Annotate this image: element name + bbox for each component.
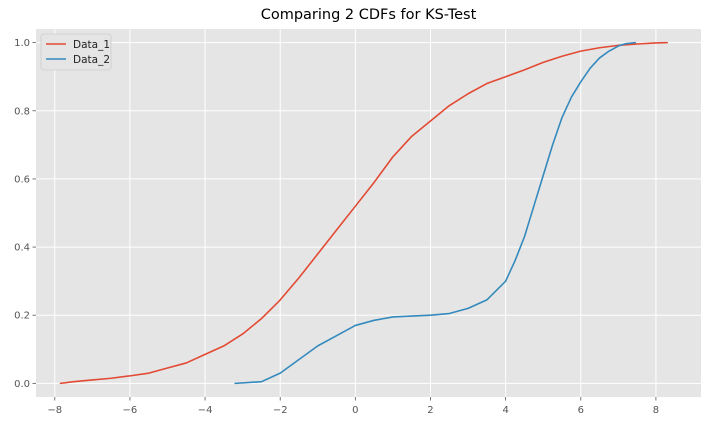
legend-box: [40, 33, 112, 71]
x-tick-label: 2: [427, 405, 433, 416]
legend: Data_1 Data_2: [40, 33, 112, 71]
y-tick-label: 0.0: [14, 379, 30, 390]
series-line-data-1: [59, 41, 668, 385]
x-tick-label: −6: [123, 405, 138, 416]
chart-title: Comparing 2 CDFs for KS-Test: [261, 7, 477, 23]
y-tick-label: 0.6: [14, 174, 30, 185]
tick-labels: −8 −6 −4 −2 0 2 4 6 8 0.0 0.2 0.4 0.6 0.8 1.0: [14, 38, 659, 416]
x-tick-label: −2: [273, 405, 288, 416]
grid: [36, 29, 701, 397]
x-tick-label: 8: [653, 405, 659, 416]
series-line-data-2: [234, 41, 637, 385]
x-tick-label: −4: [198, 405, 213, 416]
x-tick-label: 6: [578, 405, 584, 416]
x-tick-label: 4: [502, 405, 508, 416]
x-tick-label: −8: [47, 405, 62, 416]
y-tick-label: 1.0: [14, 38, 30, 49]
y-tick-label: 0.2: [14, 311, 30, 322]
y-tick-label: 0.8: [14, 106, 30, 117]
legend-label: Data_2: [73, 54, 110, 66]
series-lines: [59, 41, 668, 385]
legend-label: Data_1: [73, 39, 110, 51]
y-tick-label: 0.4: [14, 243, 30, 254]
x-tick-label: 0: [352, 405, 358, 416]
plot-area: [36, 29, 701, 397]
